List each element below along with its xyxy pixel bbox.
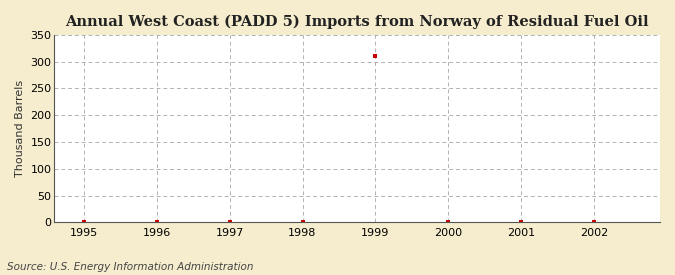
Y-axis label: Thousand Barrels: Thousand Barrels <box>15 80 25 177</box>
Text: Source: U.S. Energy Information Administration: Source: U.S. Energy Information Administ… <box>7 262 253 272</box>
Title: Annual West Coast (PADD 5) Imports from Norway of Residual Fuel Oil: Annual West Coast (PADD 5) Imports from … <box>65 15 649 29</box>
